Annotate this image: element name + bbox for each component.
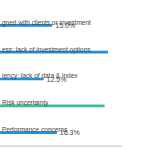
svg-text:12.5%: 12.5% — [47, 76, 67, 83]
svg-text:gned with clients or investmen: gned with clients or investment — [8, 19, 91, 27]
svg-text:ess: lack of investment option: ess: lack of investment options — [8, 46, 91, 54]
svg-text:Risk uncertainty: Risk uncertainty — [8, 99, 49, 107]
svg-text:16.3%: 16.3% — [60, 129, 80, 136]
svg-text:iency: lack of data & index: iency: lack of data & index — [8, 72, 78, 80]
svg-text:15.0%: 15.0% — [55, 22, 75, 29]
